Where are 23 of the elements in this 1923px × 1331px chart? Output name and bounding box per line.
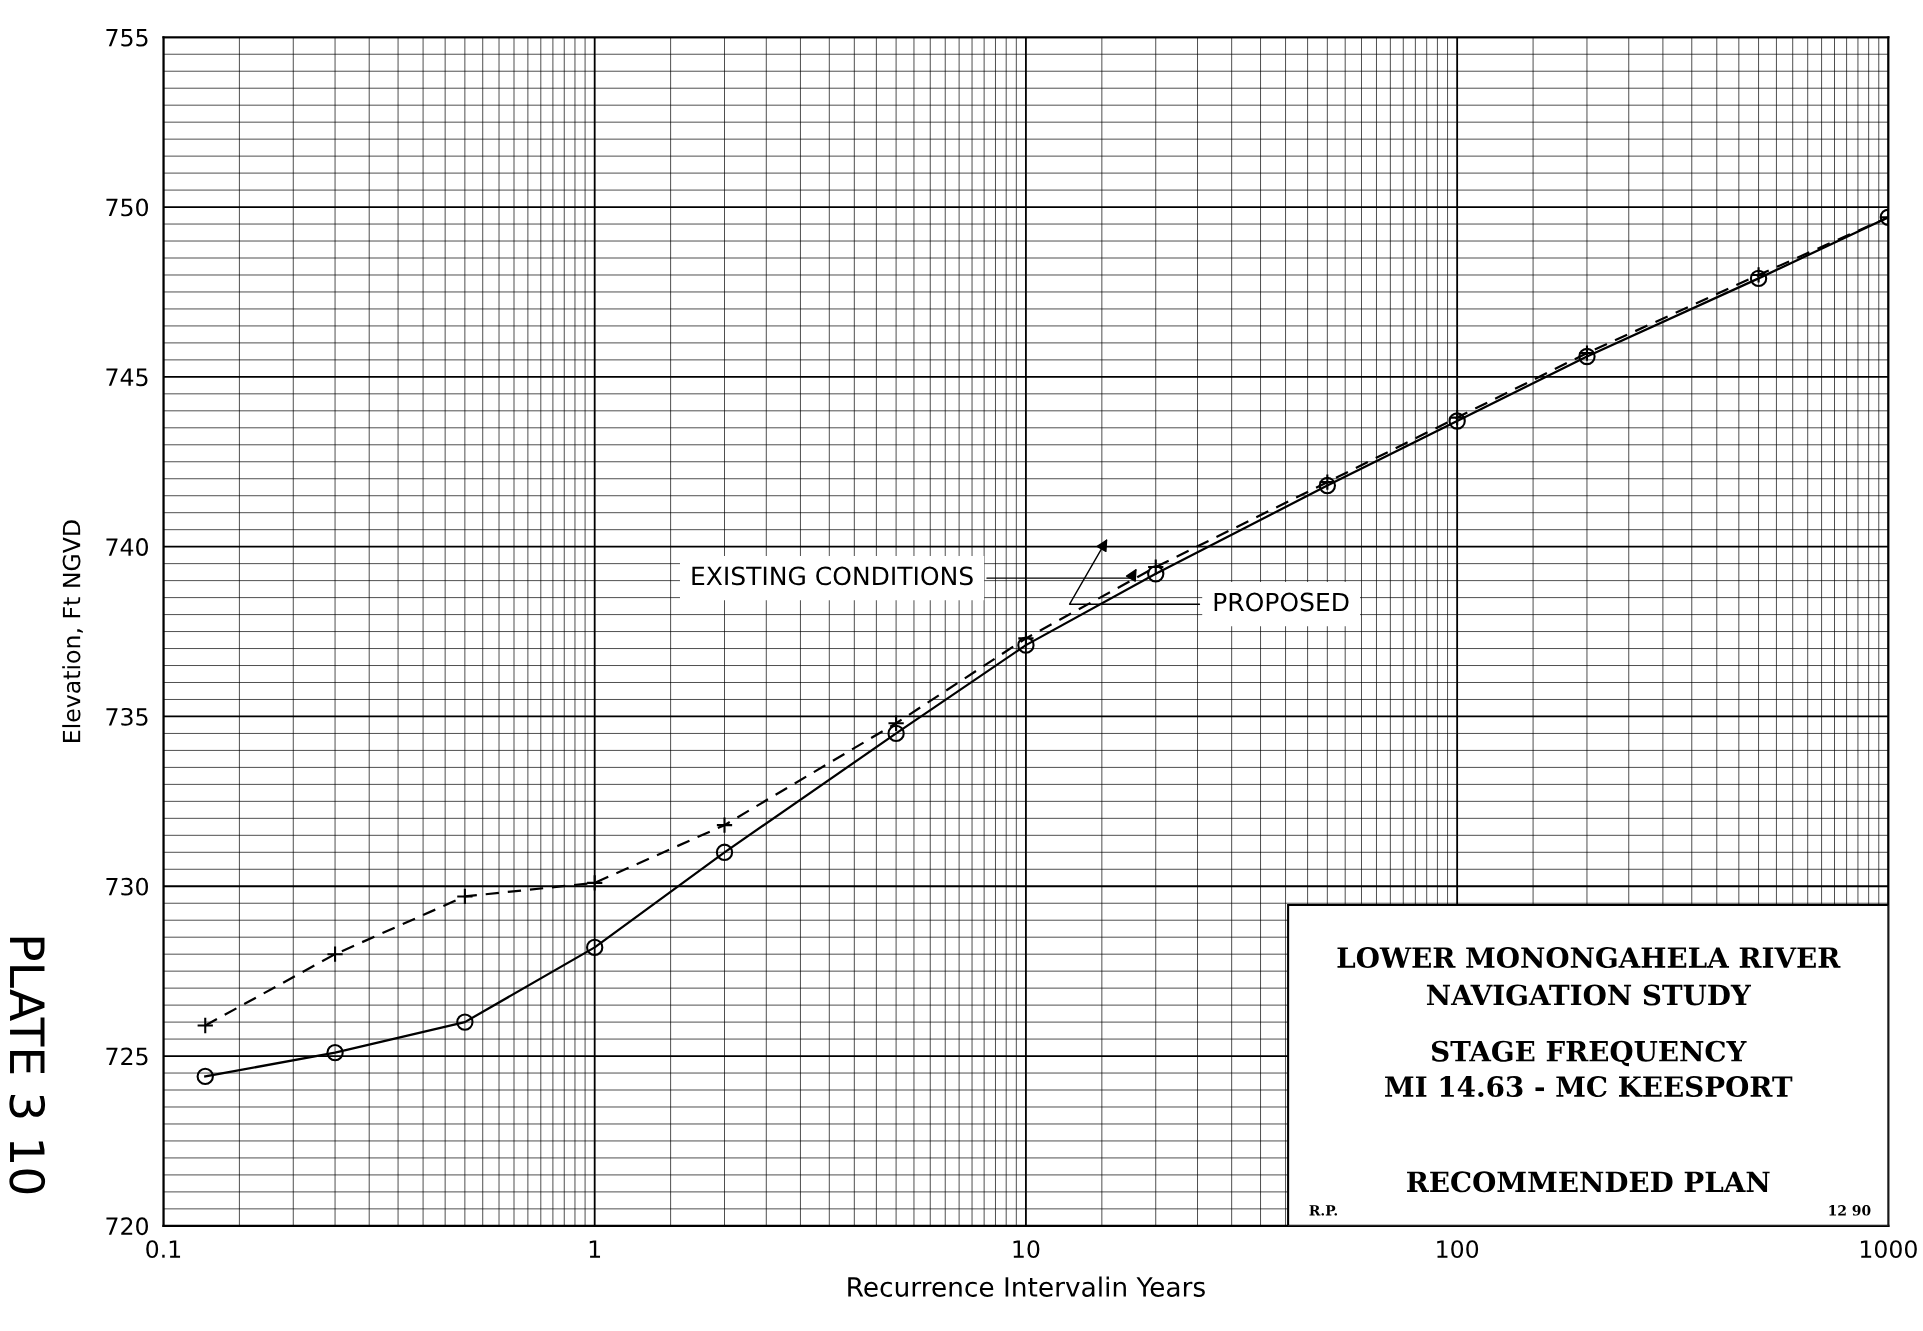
y-tick-label: 735: [106, 707, 148, 726]
x-tick-label: 0.1: [146, 1240, 181, 1259]
y-tick-label: 745: [106, 368, 148, 387]
y-tick-label: 725: [106, 1047, 148, 1066]
annotation: R.P.: [1309, 1205, 1338, 1216]
y-tick-label: 720: [106, 1217, 148, 1236]
y-tick-label: 750: [106, 198, 148, 217]
x-tick-label: 10: [1013, 1240, 1040, 1259]
text: STAGE FREQUENCY MI 14.63 - MC KEESPORT: [1385, 1040, 1793, 1098]
x-tick-label: 1000: [1860, 1240, 1917, 1259]
x-tick-label: 100: [1437, 1240, 1479, 1259]
y-axis-title: Elevation, Ft NGVD: [62, 520, 83, 742]
x-axis-title: Recurrence Intervalin Years: [848, 1276, 1205, 1297]
y-tick-label: 730: [106, 877, 148, 896]
annotation: 12 90: [1829, 1205, 1871, 1216]
y-tick-label: 755: [106, 29, 148, 47]
x-tick-label: 1: [589, 1240, 601, 1258]
text: PLATE 3 10: [9, 937, 46, 1194]
text: LOWER MONONGAHELA RIVER NAVIGATION STUDY: [1337, 947, 1841, 1006]
series-label: PROPOSED: [1214, 592, 1349, 612]
annotation: RECOMMENDED PLAN: [1407, 1171, 1770, 1193]
y-tick-label: 740: [106, 538, 148, 556]
text: EXISTING CONDITIONS: [692, 566, 973, 586]
